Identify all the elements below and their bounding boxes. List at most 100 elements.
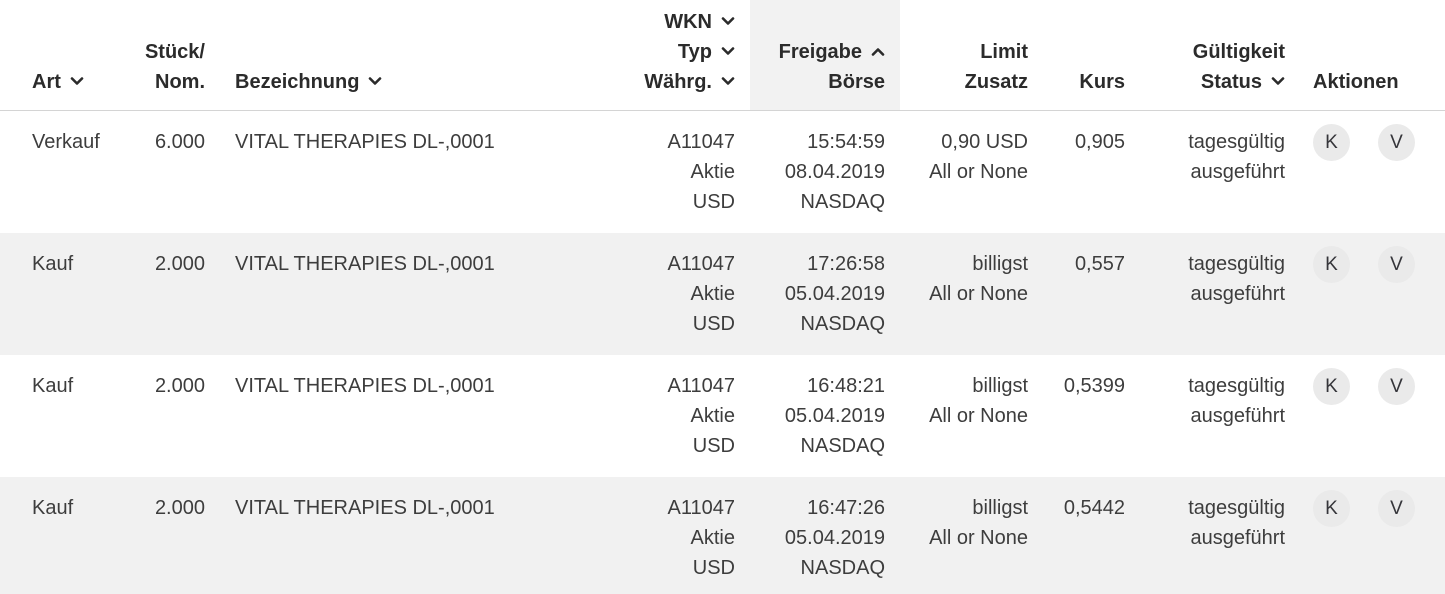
col-header-stueck-line2: Nom.	[155, 71, 205, 93]
kauf-action-button[interactable]: K	[1313, 246, 1350, 283]
col-header-art-label: Art	[32, 71, 61, 93]
kauf-action-button[interactable]: K	[1313, 124, 1350, 161]
cell-stueck: 2.000	[154, 375, 205, 397]
freigabe-zeit: 17:26:58	[807, 253, 885, 275]
wkn-value: A11047	[667, 497, 735, 519]
freigabe-datum: 08.04.2019	[784, 161, 885, 183]
gueltigkeit-value: tagesgültig	[1188, 497, 1285, 519]
typ-value: Aktie	[690, 283, 735, 305]
col-header-stueck-line1: Stück/	[144, 41, 205, 63]
cell-limit-zusatz: billigst All or None	[900, 477, 1035, 594]
cell-bezeichnung: VITAL THERAPIES DL-,0001	[235, 253, 495, 275]
col-header-wkn-label: WKN	[664, 11, 712, 33]
col-header-limit-zusatz: Limit Zusatz	[900, 0, 1035, 111]
verkauf-action-button[interactable]: V	[1378, 246, 1415, 283]
sort-art[interactable]: Art	[32, 71, 84, 93]
zusatz-value: All or None	[929, 405, 1028, 427]
cell-bezeichnung: VITAL THERAPIES DL-,0001	[235, 375, 495, 397]
table-row: Verkauf 6.000 VITAL THERAPIES DL-,0001 A…	[0, 111, 1445, 234]
cell-gueltigkeit-status: tagesgültig ausgeführt	[1130, 233, 1290, 355]
col-header-bezeichnung-label: Bezeichnung	[235, 71, 360, 93]
typ-value: Aktie	[690, 527, 735, 549]
verkauf-action-button[interactable]: V	[1378, 490, 1415, 527]
freigabe-zeit: 16:48:21	[807, 375, 885, 397]
verkauf-action-button[interactable]: V	[1378, 368, 1415, 405]
verkauf-action-button[interactable]: V	[1378, 124, 1415, 161]
table-row: Kauf 2.000 VITAL THERAPIES DL-,0001 A110…	[0, 233, 1445, 355]
status-value: ausgeführt	[1190, 283, 1285, 305]
col-header-wkn-typ-waehrung: WKN Typ Währg.	[500, 0, 740, 111]
kauf-action-button[interactable]: K	[1313, 490, 1350, 527]
cell-stueck: 2.000	[154, 253, 205, 275]
cell-wkn-typ-waehrung: A11047 Aktie USD	[500, 233, 740, 355]
waehrung-value: USD	[692, 191, 735, 213]
cell-limit-zusatz: billigst All or None	[900, 233, 1035, 355]
freigabe-datum: 05.04.2019	[784, 283, 885, 305]
table-row: Kauf 2.000 VITAL THERAPIES DL-,0001 A110…	[0, 355, 1445, 477]
gueltigkeit-value: tagesgültig	[1188, 253, 1285, 275]
cell-freigabe-boerse: 17:26:58 05.04.2019 NASDAQ	[740, 233, 900, 355]
chevron-down-icon	[721, 77, 735, 85]
col-header-gueltigkeit-status: Gültigkeit Status	[1130, 0, 1290, 111]
boerse-value: NASDAQ	[800, 191, 885, 213]
status-value: ausgeführt	[1190, 527, 1285, 549]
col-header-aktionen: Aktionen	[1290, 0, 1445, 111]
freigabe-datum: 05.04.2019	[784, 405, 885, 427]
cell-gueltigkeit-status: tagesgültig ausgeführt	[1130, 111, 1290, 234]
col-header-bezeichnung: Bezeichnung	[207, 0, 500, 111]
cell-gueltigkeit-status: tagesgültig ausgeführt	[1130, 477, 1290, 594]
boerse-value: NASDAQ	[800, 435, 885, 457]
col-header-freigabe-label: Freigabe	[778, 41, 862, 63]
cell-limit-zusatz: 0,90 USD All or None	[900, 111, 1035, 234]
col-header-kurs: Kurs	[1035, 0, 1130, 111]
cell-art: Verkauf	[32, 131, 100, 153]
cell-freigabe-boerse: 15:54:59 08.04.2019 NASDAQ	[740, 111, 900, 234]
limit-value: billigst	[972, 253, 1028, 275]
chevron-down-icon	[369, 77, 382, 85]
cell-freigabe-boerse: 16:48:21 05.04.2019 NASDAQ	[740, 355, 900, 477]
cell-kurs: 0,905	[1074, 131, 1125, 153]
cell-kurs: 0,5399	[1063, 375, 1125, 397]
col-header-waehrung-label: Währg.	[644, 71, 712, 93]
sort-freigabe[interactable]: Freigabe	[779, 41, 885, 63]
limit-value: billigst	[972, 375, 1028, 397]
chevron-up-icon	[871, 48, 885, 56]
status-value: ausgeführt	[1190, 161, 1285, 183]
cell-kurs: 0,557	[1074, 253, 1125, 275]
cell-wkn-typ-waehrung: A11047 Aktie USD	[500, 111, 740, 234]
chevron-down-icon	[1271, 77, 1285, 85]
cell-wkn-typ-waehrung: A11047 Aktie USD	[500, 477, 740, 594]
col-header-limit-label: Limit	[980, 41, 1028, 63]
gueltigkeit-value: tagesgültig	[1188, 375, 1285, 397]
table-row: Kauf 2.000 VITAL THERAPIES DL-,0001 A110…	[0, 477, 1445, 594]
sort-typ[interactable]: Typ	[678, 41, 735, 63]
cell-bezeichnung: VITAL THERAPIES DL-,0001	[235, 131, 495, 153]
limit-value: billigst	[972, 497, 1028, 519]
sort-wkn[interactable]: WKN	[664, 11, 735, 33]
sort-bezeichnung[interactable]: Bezeichnung	[235, 71, 382, 93]
typ-value: Aktie	[690, 161, 735, 183]
waehrung-value: USD	[692, 313, 735, 335]
status-value: ausgeführt	[1190, 405, 1285, 427]
kauf-action-button[interactable]: K	[1313, 368, 1350, 405]
sort-status[interactable]: Status	[1201, 71, 1285, 93]
cell-freigabe-boerse: 16:47:26 05.04.2019 NASDAQ	[740, 477, 900, 594]
col-header-zusatz-label: Zusatz	[964, 71, 1028, 93]
freigabe-zeit: 16:47:26	[807, 497, 885, 519]
waehrung-value: USD	[692, 435, 735, 457]
zusatz-value: All or None	[929, 283, 1028, 305]
cell-wkn-typ-waehrung: A11047 Aktie USD	[500, 355, 740, 477]
typ-value: Aktie	[690, 405, 735, 427]
wkn-value: A11047	[667, 375, 735, 397]
chevron-down-icon	[70, 77, 84, 85]
wkn-value: A11047	[667, 131, 735, 153]
col-header-art: Art	[0, 0, 120, 111]
table-header: Art Stück/ Nom. Bezeichnung WKN Typ Währ…	[0, 0, 1445, 111]
sort-waehrung[interactable]: Währg.	[644, 71, 735, 93]
header-row: Art Stück/ Nom. Bezeichnung WKN Typ Währ…	[0, 0, 1445, 111]
chevron-down-icon	[721, 17, 735, 25]
